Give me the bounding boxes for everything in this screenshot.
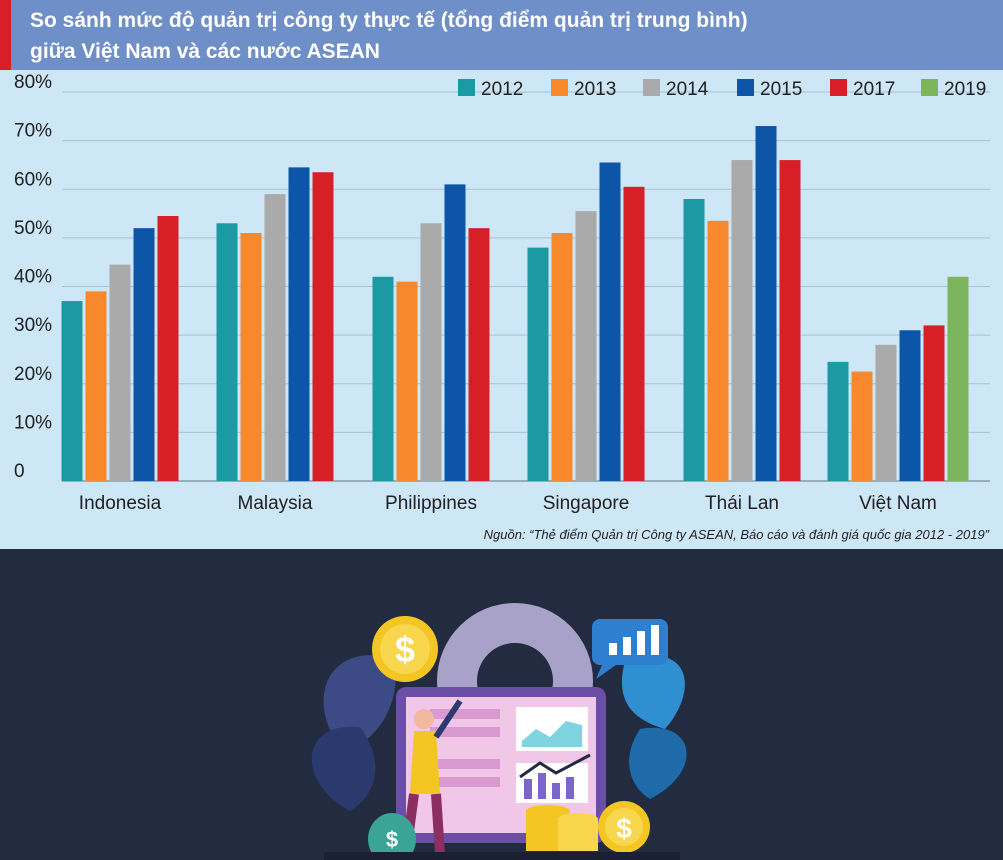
legend-label: 2013 bbox=[574, 79, 616, 100]
y-tick-label: 80% bbox=[14, 72, 52, 93]
bar-2012 bbox=[527, 247, 549, 481]
bar-2014 bbox=[109, 264, 131, 481]
person-figure bbox=[401, 699, 463, 855]
grid-layer bbox=[62, 91, 990, 482]
svg-text:$: $ bbox=[395, 629, 415, 670]
bar-2015 bbox=[133, 228, 155, 481]
money-bag-icon: $ bbox=[368, 813, 416, 860]
bar-2014 bbox=[420, 223, 442, 481]
bar-2015 bbox=[288, 167, 310, 481]
x-category-label: Việt Nam bbox=[859, 493, 937, 514]
y-tick-label: 70% bbox=[14, 121, 52, 142]
bar-2019 bbox=[947, 276, 969, 481]
x-category-label: Singapore bbox=[543, 493, 630, 514]
x-category-label: Thái Lan bbox=[705, 493, 779, 514]
y-tick-label: 40% bbox=[14, 267, 52, 288]
bar-2012 bbox=[827, 361, 849, 481]
bar-2012 bbox=[683, 198, 705, 481]
bar-2013 bbox=[551, 233, 573, 481]
legend-label: 2015 bbox=[760, 79, 802, 100]
bar-2017 bbox=[623, 186, 645, 481]
bar-2012 bbox=[372, 276, 394, 481]
bar-2014 bbox=[731, 160, 753, 481]
coin-stack-icon bbox=[526, 805, 598, 851]
x-category-label: Indonesia bbox=[79, 493, 162, 514]
dollar-coin-small-icon: $ bbox=[598, 801, 650, 853]
bar-2013 bbox=[240, 233, 262, 481]
bar-chart: 0 10% 20% 30% 40% 50% 60% 70% 80% Indonesia Malays… bbox=[14, 72, 990, 514]
bar-2017 bbox=[923, 325, 945, 481]
legend-label: 2017 bbox=[853, 79, 895, 100]
legend-swatch bbox=[921, 79, 938, 96]
y-tick-label: 30% bbox=[14, 315, 52, 336]
source-note: Nguồn: “Thẻ điểm Quản trị Công ty ASEAN,… bbox=[483, 527, 989, 542]
y-tick-label: 0 bbox=[14, 461, 25, 482]
bar-2017 bbox=[312, 172, 334, 481]
x-category-label: Philippines bbox=[385, 493, 477, 514]
bar-2015 bbox=[444, 184, 466, 481]
bar-2012 bbox=[61, 301, 83, 481]
labels-layer: 0 10% 20% 30% 40% 50% 60% 70% 80% Indonesia Malays… bbox=[14, 72, 937, 514]
chart-title-line-1: So sánh mức độ quản trị công ty thực tế … bbox=[30, 9, 748, 32]
legend-swatch bbox=[643, 79, 660, 96]
bar-2013 bbox=[85, 291, 107, 481]
bar-2013 bbox=[851, 371, 873, 481]
y-tick-label: 20% bbox=[14, 364, 52, 385]
bar-2013 bbox=[707, 220, 729, 481]
bars-layer bbox=[61, 126, 969, 482]
bar-2014 bbox=[264, 194, 286, 482]
title-band bbox=[0, 0, 1003, 70]
chart-title-line-2: giữa Việt Nam và các nước ASEAN bbox=[30, 40, 380, 63]
y-tick-label: 50% bbox=[14, 218, 52, 239]
legend: 2012 2013 2014 2015 2017 2019 bbox=[458, 79, 986, 100]
title-accent-bar bbox=[0, 0, 11, 70]
svg-text:$: $ bbox=[616, 813, 632, 844]
legend-swatch bbox=[737, 79, 754, 96]
bar-2013 bbox=[396, 281, 418, 481]
dollar-coin-icon: $ bbox=[372, 616, 438, 682]
bar-2014 bbox=[875, 344, 897, 481]
legend-swatch bbox=[551, 79, 568, 96]
bar-2017 bbox=[779, 160, 801, 481]
y-tick-label: 10% bbox=[14, 412, 52, 433]
svg-text:$: $ bbox=[386, 827, 398, 852]
bar-2012 bbox=[216, 223, 238, 481]
legend-swatch bbox=[458, 79, 475, 96]
legend-label: 2012 bbox=[481, 79, 523, 100]
leaf-left-decoration bbox=[311, 655, 396, 811]
bar-2015 bbox=[599, 162, 621, 481]
y-tick-label: 60% bbox=[14, 169, 52, 190]
legend-label: 2019 bbox=[944, 79, 986, 100]
ground-line bbox=[324, 852, 680, 860]
legend-label: 2014 bbox=[666, 79, 709, 100]
legend-swatch bbox=[830, 79, 847, 96]
bar-2017 bbox=[468, 228, 490, 481]
bar-2015 bbox=[899, 330, 921, 481]
bar-2014 bbox=[575, 211, 597, 481]
bar-2015 bbox=[755, 126, 777, 481]
finance-illustration: $ $ bbox=[311, 603, 687, 860]
chart-bubble-icon bbox=[592, 619, 668, 679]
x-category-label: Malaysia bbox=[238, 493, 313, 514]
bar-2017 bbox=[157, 215, 179, 481]
leaf-right-decoration bbox=[621, 655, 687, 799]
